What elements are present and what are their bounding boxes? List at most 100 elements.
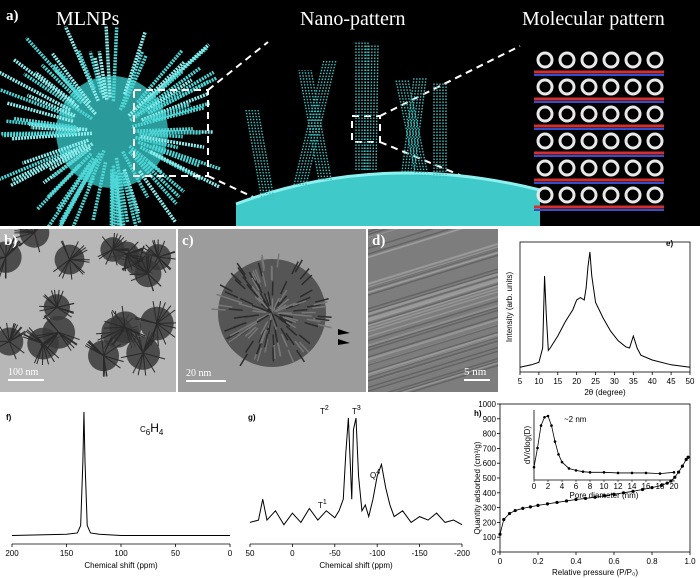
benzene-ring	[624, 105, 642, 123]
inset-data-point	[672, 471, 676, 474]
mesopore-channel	[252, 270, 260, 284]
particle-spike	[41, 343, 44, 366]
mesopore-channel	[216, 293, 231, 300]
benzene-ring	[580, 132, 598, 150]
mesopore-channel	[254, 280, 263, 294]
mesopore-channel	[261, 254, 266, 269]
xrd-xtick-label: 35	[629, 377, 638, 386]
xrd-xtick-label: 15	[553, 377, 562, 386]
particle-spike	[45, 332, 60, 351]
mesopore-channel	[271, 298, 274, 313]
lattice-fringe	[368, 272, 498, 315]
nmr-si-peak-sup: 2	[325, 405, 329, 412]
mesopore-rod	[86, 149, 106, 189]
particle-spike	[130, 273, 149, 282]
inset-data-point	[567, 467, 571, 470]
mesopore-rod	[120, 172, 138, 226]
iso-data-point	[521, 506, 525, 510]
mesopore-channel	[261, 272, 267, 287]
mesopore-rod	[46, 164, 81, 199]
mesopore-rod	[127, 61, 186, 118]
xrd-frame	[519, 241, 691, 373]
particle-spike	[108, 326, 126, 342]
benzene-ring	[558, 105, 576, 123]
inset-data-point	[546, 414, 550, 418]
nano-rod	[298, 69, 320, 181]
iso-data-point	[593, 495, 597, 499]
benzene-ring	[558, 51, 576, 69]
iso-data-point	[602, 494, 607, 498]
title-molecular-pattern: Molecular pattern	[522, 8, 665, 30]
scale-bar-d	[464, 379, 490, 381]
mesopore-channel	[272, 297, 280, 312]
mesopore-channel	[232, 321, 247, 329]
inset-annotation: ~2 nm	[564, 415, 587, 424]
nano-pattern	[235, 42, 541, 226]
nmr-si-xtick-label: -150	[412, 549, 429, 558]
mesopore-channel	[277, 295, 288, 307]
particle-spike	[126, 254, 133, 271]
mesopore-rod	[40, 63, 83, 105]
mesopore-rod	[121, 150, 150, 199]
inset-data-point	[658, 472, 662, 475]
nmr-c-xtick-label: 50	[171, 549, 180, 558]
lattice-fringe	[368, 316, 498, 358]
mesopore-rod	[128, 150, 178, 205]
mesopore-channel	[297, 296, 311, 304]
particle-spike	[69, 259, 73, 280]
mesopore-channel	[230, 272, 242, 284]
nanoparticle	[0, 327, 24, 356]
mesopore-rod	[13, 116, 76, 129]
mesopore-channel	[285, 303, 300, 310]
particle-spike	[156, 323, 167, 345]
particle-spike	[111, 309, 126, 328]
particle-spike	[84, 345, 104, 357]
nanoparticle	[19, 229, 50, 248]
inset-ylabel: dV/dlog(D)	[523, 426, 532, 465]
mesopore-channel	[274, 329, 279, 344]
iso-xtick-label: 0.6	[608, 557, 620, 566]
mesopore-channel	[252, 307, 267, 313]
particle-spike	[156, 301, 162, 324]
particle-spike	[105, 249, 114, 265]
particle-spike	[126, 253, 142, 263]
mesopore-channel	[280, 327, 289, 341]
mesopore-channel	[264, 338, 269, 353]
particle-spike	[61, 259, 71, 279]
particle-spike	[121, 305, 126, 328]
mesopore-rod	[150, 130, 201, 135]
iso-data-point	[536, 503, 540, 507]
mesopore-channel	[254, 269, 262, 283]
lattice-fringe	[368, 280, 498, 322]
inset-data-point	[532, 465, 536, 469]
mesopore-channel	[280, 333, 288, 348]
iso-data-point	[583, 496, 588, 501]
nmr-si-peak-label: T3	[352, 405, 361, 416]
mesopore-channel	[229, 328, 243, 337]
mesopore-rod	[0, 87, 74, 119]
mesopore-channel	[282, 316, 297, 324]
particle-spike	[142, 352, 156, 373]
mesopore-channel	[262, 299, 272, 313]
particle-spike	[61, 240, 71, 260]
mesopore-channel	[317, 323, 332, 329]
lattice-fringe	[368, 290, 498, 333]
inset-xtick-label: 10	[600, 482, 609, 491]
particle-spike	[53, 289, 58, 308]
chart-nmr-c: 200 150 100 50 0 f) C6H4 Chemical shift (ppm)	[5, 411, 233, 570]
mesopore-rod	[35, 152, 93, 211]
particle-spike	[42, 331, 60, 349]
mesopore-channel	[278, 289, 288, 303]
iso-ytick-label: 200	[483, 518, 497, 527]
benzene-ring	[558, 186, 576, 204]
particle-spike	[112, 327, 126, 346]
mesopore-channel	[247, 327, 259, 339]
xrd-xtick-label: 30	[610, 377, 619, 386]
lattice-fringe	[368, 285, 498, 327]
nmr-c-xlabel: Chemical shift (ppm)	[84, 561, 158, 570]
mesopore-rod	[115, 175, 126, 226]
benzene-ring	[624, 51, 642, 69]
mesopore-channel	[315, 317, 330, 322]
particle-spike	[23, 229, 35, 234]
particle-spike	[42, 343, 60, 359]
